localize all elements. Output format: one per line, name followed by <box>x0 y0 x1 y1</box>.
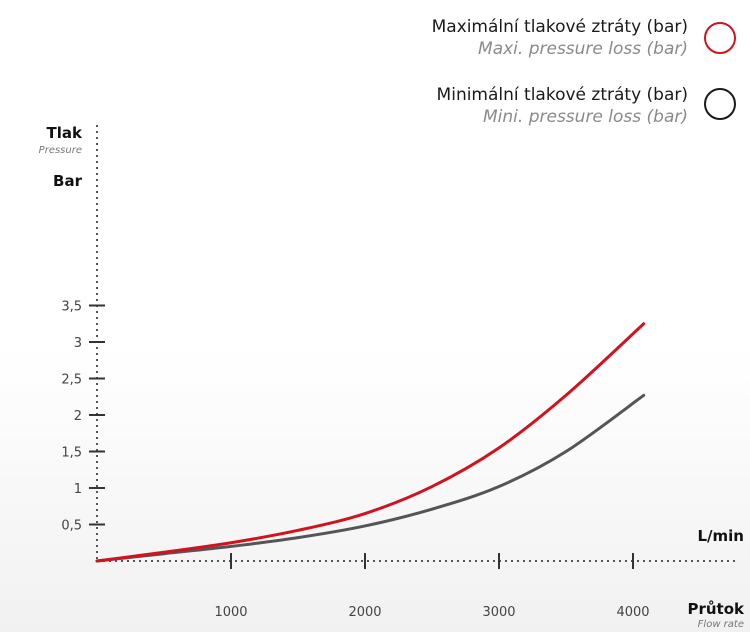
y-tick-label-5: 3 <box>74 336 82 351</box>
legend-item-min: Minimální tlakové ztráty (bar) Mini. pre… <box>437 84 688 128</box>
y-tick-label-1: 1 <box>74 482 82 497</box>
x-tick-label-0: 1000 <box>214 605 247 620</box>
legend-circle-min-icon <box>704 88 736 120</box>
y-tick-label-2: 1,5 <box>61 446 82 461</box>
legend-circle-max-icon <box>704 22 736 54</box>
y-axis-title: Tlak <box>46 124 82 142</box>
legend-label-max: Maximální tlakové ztráty (bar) <box>431 17 688 37</box>
y-tick-label-6: 3,5 <box>61 300 82 315</box>
legend-sublabel-min: Mini. pressure loss (bar) <box>483 107 688 127</box>
y-axis-subtitle: Pressure <box>38 145 82 156</box>
x-tick-label-1: 2000 <box>348 605 381 620</box>
x-axis-unit: L/min <box>697 527 745 545</box>
x-tick-label-2: 3000 <box>482 605 515 620</box>
x-tick-label-3: 4000 <box>616 605 649 620</box>
x-axis-subtitle: Flow rate <box>697 619 744 630</box>
y-tick-label-4: 2,5 <box>61 373 82 388</box>
series-line-min <box>95 393 646 563</box>
legend-item-max: Maximální tlakové ztráty (bar) Maxi. pre… <box>432 16 688 60</box>
y-tick-label-3: 2 <box>74 409 82 424</box>
legend-sublabel-max: Maxi. pressure loss (bar) <box>478 39 688 59</box>
y-tick-label-0: 0,5 <box>61 519 82 534</box>
y-axis-unit: Bar <box>53 172 82 190</box>
legend-label-min: Minimální tlakové ztráty (bar) <box>436 85 688 105</box>
x-axis-title: Průtok <box>687 600 744 618</box>
series-line-max <box>95 322 646 563</box>
